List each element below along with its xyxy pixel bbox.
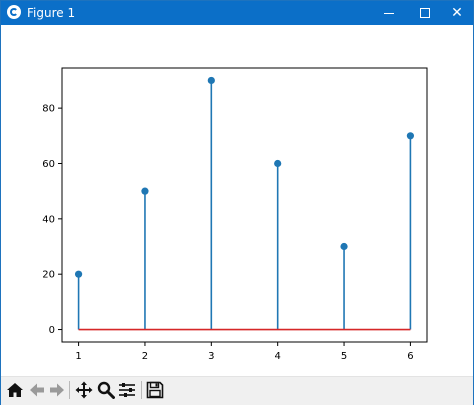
home-icon bbox=[7, 383, 23, 397]
maximize-icon bbox=[420, 8, 430, 18]
stem-marker bbox=[141, 187, 149, 195]
stem-marker bbox=[406, 132, 415, 140]
forward-button[interactable] bbox=[47, 380, 67, 400]
close-icon: ✕ bbox=[451, 5, 463, 21]
minimize-icon bbox=[384, 13, 394, 14]
y-tick-label: 40 bbox=[42, 214, 55, 225]
home-button[interactable] bbox=[5, 380, 25, 400]
move-arrows-icon bbox=[75, 381, 93, 399]
stem-marker bbox=[74, 270, 83, 278]
plot-frame bbox=[61, 67, 428, 343]
y-tick-label: 20 bbox=[42, 270, 55, 281]
floppy-disk-icon bbox=[146, 381, 164, 399]
stem-marker bbox=[207, 76, 215, 85]
close-button[interactable]: ✕ bbox=[439, 1, 474, 25]
minimize-button[interactable] bbox=[371, 1, 407, 25]
matplotlib-logo-icon bbox=[7, 5, 21, 19]
save-button[interactable] bbox=[145, 380, 165, 400]
x-tick-label: 4 bbox=[274, 351, 280, 362]
toolbar-separator bbox=[141, 381, 142, 399]
title-bar[interactable]: Figure 1 ✕ bbox=[1, 1, 473, 25]
stem-marker bbox=[274, 159, 282, 168]
figure-canvas[interactable]: 1 2 3 4 5 6 0 20 40 60 80 bbox=[1, 25, 473, 375]
y-tick-label: 80 bbox=[42, 104, 55, 115]
x-tick-label: 6 bbox=[407, 351, 413, 362]
x-tick-label: 1 bbox=[75, 351, 81, 362]
magnifier-icon bbox=[97, 381, 115, 399]
arrow-right-icon bbox=[50, 383, 64, 397]
y-tick-label: 60 bbox=[42, 159, 55, 170]
zoom-button[interactable] bbox=[96, 380, 116, 400]
stem-marker bbox=[340, 242, 348, 251]
window-title: Figure 1 bbox=[27, 6, 76, 20]
x-tick-label: 3 bbox=[208, 351, 214, 362]
navigation-toolbar bbox=[1, 376, 473, 405]
x-tick-label: 5 bbox=[341, 351, 347, 362]
arrow-left-icon bbox=[30, 383, 44, 397]
configure-subplots-button[interactable] bbox=[117, 380, 137, 400]
y-tick-label: 0 bbox=[49, 325, 55, 336]
maximize-button[interactable] bbox=[407, 1, 443, 25]
pan-button[interactable] bbox=[74, 380, 94, 400]
sliders-icon bbox=[119, 383, 135, 397]
back-button[interactable] bbox=[27, 380, 47, 400]
x-tick-label: 2 bbox=[142, 351, 148, 362]
toolbar-separator bbox=[69, 381, 70, 399]
